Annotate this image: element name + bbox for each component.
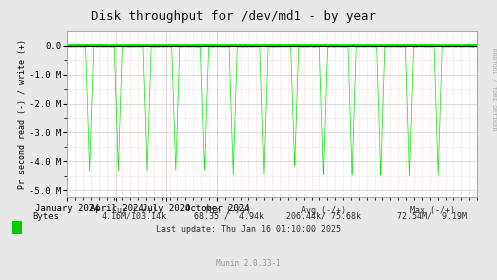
Text: 68.35 /  4.94k: 68.35 / 4.94k	[194, 212, 263, 221]
Text: Max (-/+): Max (-/+)	[410, 206, 455, 215]
Text: Avg (-/+): Avg (-/+)	[301, 206, 345, 215]
Text: 72.54M/  9.19M: 72.54M/ 9.19M	[398, 212, 467, 221]
Text: Bytes: Bytes	[32, 212, 59, 221]
Text: Cur (-/+): Cur (-/+)	[112, 206, 157, 215]
Y-axis label: Pr second read (-) / write (+): Pr second read (-) / write (+)	[17, 39, 26, 189]
Text: Last update: Thu Jan 16 01:10:00 2025: Last update: Thu Jan 16 01:10:00 2025	[156, 225, 341, 234]
Text: Munin 2.0.33-1: Munin 2.0.33-1	[216, 259, 281, 268]
Text: 4.16M/103.14k: 4.16M/103.14k	[102, 212, 166, 221]
Text: Disk throughput for /dev/md1 - by year: Disk throughput for /dev/md1 - by year	[91, 10, 376, 23]
Text: 206.44k/ 75.68k: 206.44k/ 75.68k	[286, 212, 360, 221]
Text: Min (-/+): Min (-/+)	[206, 206, 251, 215]
Text: RRDTOOL / TOBI OETIKER: RRDTOOL / TOBI OETIKER	[491, 48, 496, 131]
